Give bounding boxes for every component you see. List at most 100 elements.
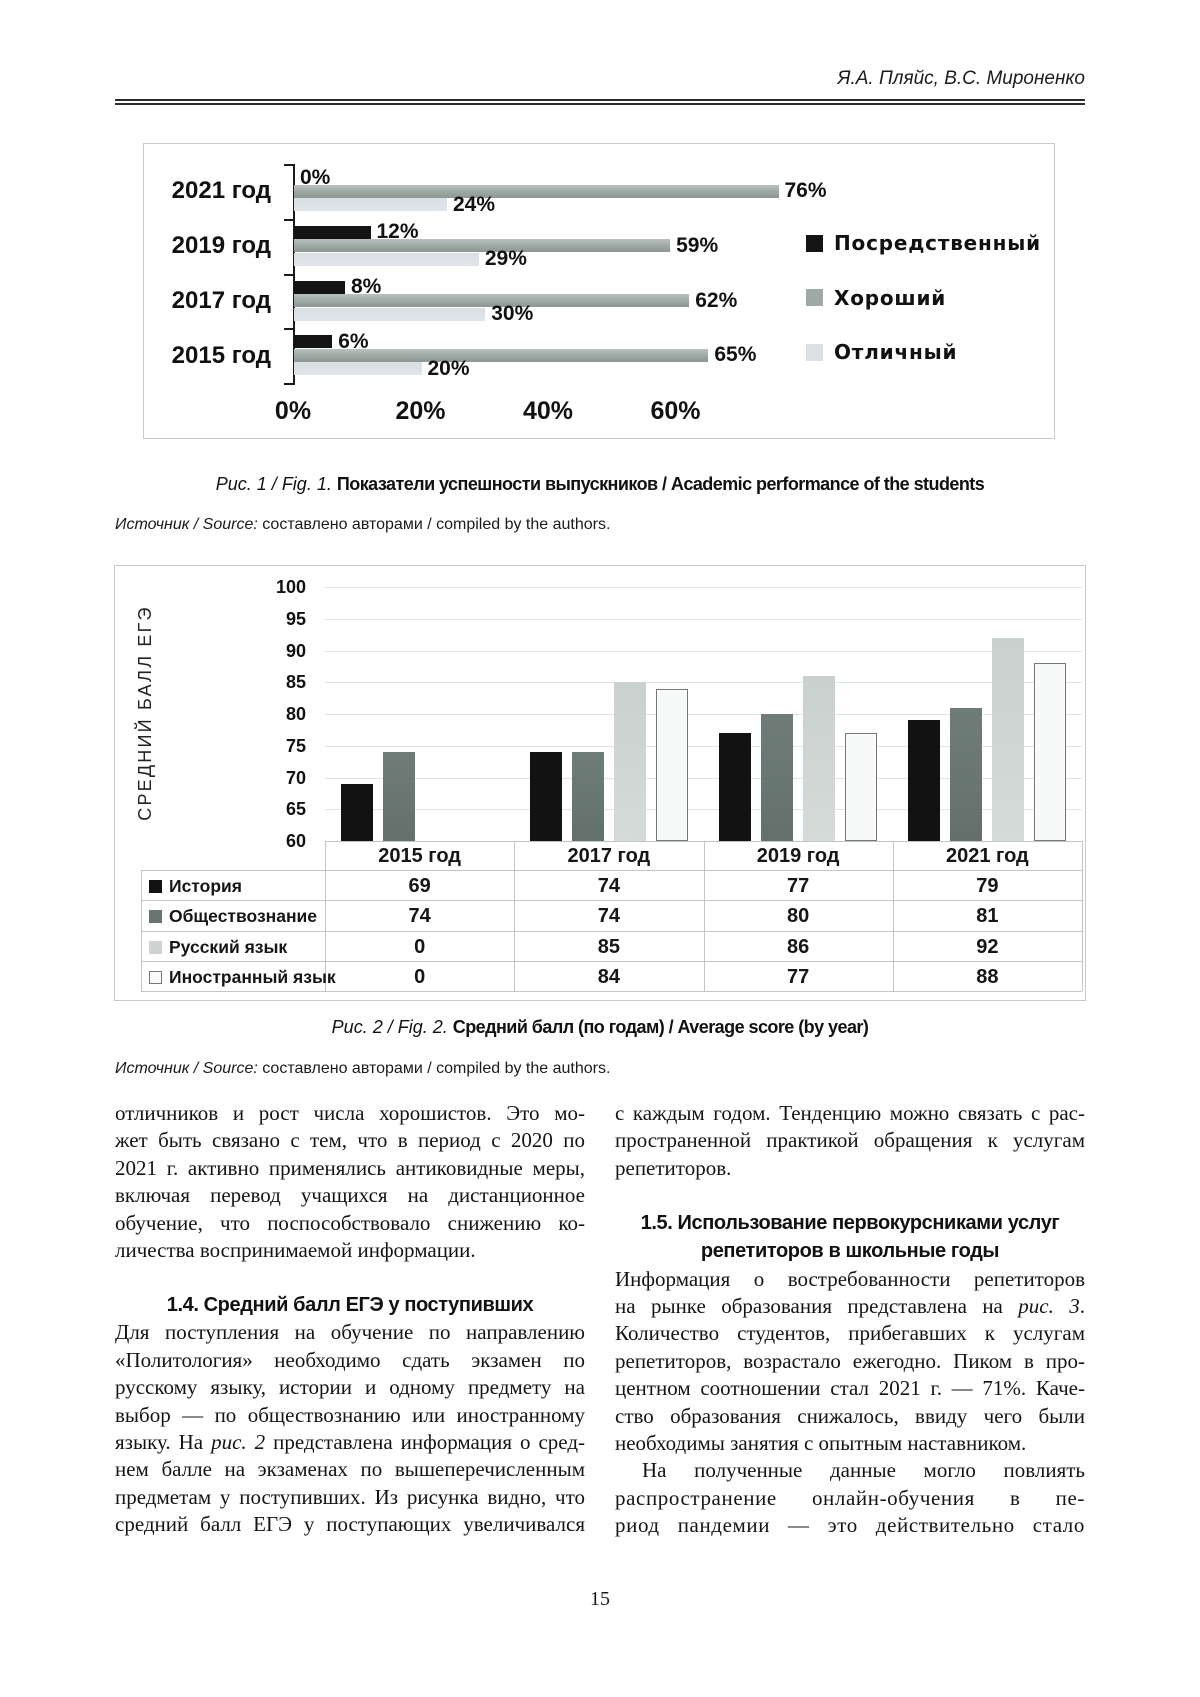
table-border bbox=[892, 841, 894, 991]
bar-Посредственный bbox=[294, 335, 333, 349]
y-axis-tick-label: 95 bbox=[285, 608, 306, 629]
body-text-line: предметам у поступивших. Из рисунка видн… bbox=[115, 1484, 585, 1509]
body-text-line: на рынке образования представлена на рис… bbox=[615, 1294, 1086, 1319]
category-axis-tick bbox=[284, 218, 295, 221]
category-label: 2017 год bbox=[171, 286, 271, 314]
figure-2-chart: 60 65 70 75 80 85 90 95 100 СРЕДНИЙ БАЛЛ ЕГЭ 2015 … bbox=[114, 565, 1086, 1001]
body-text-line: На полученные данные могло повлиять bbox=[642, 1458, 1085, 1483]
bar-value-label: 65% bbox=[714, 343, 757, 367]
bar-value-label: 30% bbox=[491, 302, 534, 325]
bar-Обществознание bbox=[571, 752, 604, 841]
bar-value-label: 6% bbox=[338, 329, 369, 353]
bar-Обществознание bbox=[382, 752, 415, 841]
table-border bbox=[141, 991, 1082, 992]
figure-1-source: Источник / Source: составлено авторами /… bbox=[115, 516, 1085, 534]
body-text-line: риод пандемии — это действительно стало bbox=[615, 1513, 1085, 1538]
bar-Хороший bbox=[294, 294, 690, 307]
figure-2-caption-text: Средний балл (по годам) / Average score … bbox=[452, 1017, 869, 1037]
figure-2-caption: Рис. 2 / Fig. 2. Средний балл (по годам)… bbox=[115, 1017, 1085, 1038]
bar-value-label: 59% bbox=[676, 233, 719, 257]
figure-1-chart: 2021 год 0% 76% 24% 2019 год 12% 59% 29% 2017 го… bbox=[143, 143, 1055, 439]
body-text-line: отличников и рост числа хорошистов. Это … bbox=[115, 1101, 585, 1125]
body-text-line: пространенной практикой обращения к услу… bbox=[615, 1128, 1085, 1153]
table-value-cell: 77 bbox=[787, 875, 810, 897]
table-year-header: 2015 год bbox=[378, 845, 461, 867]
table-value-cell: 74 bbox=[597, 875, 620, 897]
x-axis-tick-label: 40% bbox=[522, 397, 574, 425]
bar-Обществознание bbox=[761, 714, 794, 841]
table-row-label-text: Иностранный язык bbox=[169, 966, 336, 987]
bar-Хороший bbox=[294, 184, 779, 198]
table-border bbox=[141, 900, 1082, 902]
body-text-line: репетиторов, возрастало ежегодно. Пиком … bbox=[615, 1348, 1085, 1373]
figure-1-source-prefix: Источник / Source: bbox=[115, 516, 258, 533]
y-axis-tick-label: 70 bbox=[285, 767, 306, 788]
body-text-line: «Политология» необходимо сдать экзамен п… bbox=[115, 1347, 585, 1372]
table-row-label: Русский язык bbox=[149, 936, 287, 958]
section-heading: 1.5. Использование первокурсниками услуг… bbox=[615, 1209, 1085, 1266]
bar-value-label: 0% bbox=[300, 165, 331, 189]
bar-Отличный bbox=[294, 252, 479, 266]
bar-История bbox=[908, 720, 941, 841]
table-year-header: 2019 год bbox=[756, 845, 840, 867]
table-border bbox=[514, 841, 516, 991]
table-value-cell: 0 bbox=[414, 935, 426, 958]
bar-value-label: 24% bbox=[453, 192, 496, 216]
category-axis-tick bbox=[284, 328, 295, 331]
legend-swatch bbox=[806, 234, 823, 252]
body-text-line: распространение онлайн-обучения в пе- bbox=[615, 1485, 1085, 1510]
gridline bbox=[325, 587, 1082, 588]
body-text-line: выбор — по обществознанию или иностранно… bbox=[115, 1402, 585, 1427]
header-rule bbox=[115, 99, 1085, 105]
y-axis-tick-label: 85 bbox=[285, 672, 306, 693]
figure-2-source-prefix: Источник / Source: bbox=[115, 1060, 258, 1077]
category-label: 2015 год bbox=[171, 341, 271, 369]
table-value-cell: 74 bbox=[408, 905, 431, 928]
body-text-line: с каждым годом. Тенденцию можно связать … bbox=[615, 1101, 1085, 1125]
y-axis-tick-label: 65 bbox=[285, 799, 306, 820]
table-year-header: 2017 год bbox=[567, 845, 651, 867]
table-row-label-text: Русский язык bbox=[169, 936, 288, 957]
table-value-cell: 84 bbox=[597, 965, 620, 988]
category-axis-tick bbox=[284, 164, 295, 166]
body-text-line: включая перевод учащихся на дистанционно… bbox=[115, 1183, 585, 1208]
y-axis-title: СРЕДНИЙ БАЛЛ ЕГЭ bbox=[135, 605, 155, 821]
y-axis-tick-label: 75 bbox=[285, 735, 306, 756]
bar-Русский язык bbox=[992, 637, 1025, 841]
bar-Обществознание bbox=[950, 707, 983, 841]
body-text-line: русскому языку, истории и одному предмет… bbox=[115, 1375, 585, 1400]
body-text-line: обучение, что поспособствовало снижению … bbox=[115, 1210, 585, 1235]
legend-swatch bbox=[806, 289, 823, 306]
gridline bbox=[325, 650, 1082, 652]
gridline bbox=[325, 618, 1082, 620]
bar-value-label: 20% bbox=[427, 356, 470, 380]
body-text-line: Для поступления на обучение по направлен… bbox=[115, 1320, 585, 1345]
body-text-line: репетиторов. bbox=[615, 1155, 732, 1180]
gridline bbox=[325, 809, 1082, 811]
body-text-line: Количество студентов, прибегавших к услу… bbox=[615, 1321, 1085, 1346]
legend-label: Отличный bbox=[834, 340, 958, 364]
body-text-line: Информация о востребованности репетиторо… bbox=[615, 1266, 1085, 1291]
bar-Посредственный bbox=[294, 280, 345, 294]
bar-value-label: 12% bbox=[376, 220, 419, 244]
bar-Иностранный язык bbox=[1034, 663, 1067, 841]
body-text-line: средний балл ЕГЭ у поступающих увеличива… bbox=[115, 1512, 585, 1537]
table-border bbox=[141, 870, 1082, 871]
body-text-line: языку. На рис. 2 представлена информация… bbox=[115, 1429, 586, 1454]
table-border bbox=[1082, 841, 1083, 991]
x-axis-tick-label: 60% bbox=[650, 397, 701, 425]
section-heading: 1.4. Средний балл ЕГЭ у поступивших bbox=[115, 1291, 585, 1320]
body-text-line: личества воспринимаемой информации. bbox=[115, 1237, 476, 1262]
category-axis-tick bbox=[284, 383, 295, 385]
legend-swatch bbox=[806, 343, 823, 361]
body-left-column: отличников и рост числа хорошистов. Это … bbox=[115, 1100, 585, 1538]
figure-2-source: Источник / Source: составлено авторами /… bbox=[115, 1060, 1085, 1078]
table-row-label: Обществознание bbox=[149, 905, 317, 927]
table-border bbox=[703, 841, 705, 991]
bar-Русский язык bbox=[803, 675, 836, 841]
running-head-authors: Я.А. Пляйс, В.С. Мироненко bbox=[837, 68, 1086, 89]
body-text-line: жет быть связано с тем, что в период с 2… bbox=[115, 1128, 585, 1153]
bar-История bbox=[719, 733, 752, 841]
y-axis-tick-label: 90 bbox=[285, 640, 306, 661]
bar-value-label: 76% bbox=[784, 179, 827, 202]
